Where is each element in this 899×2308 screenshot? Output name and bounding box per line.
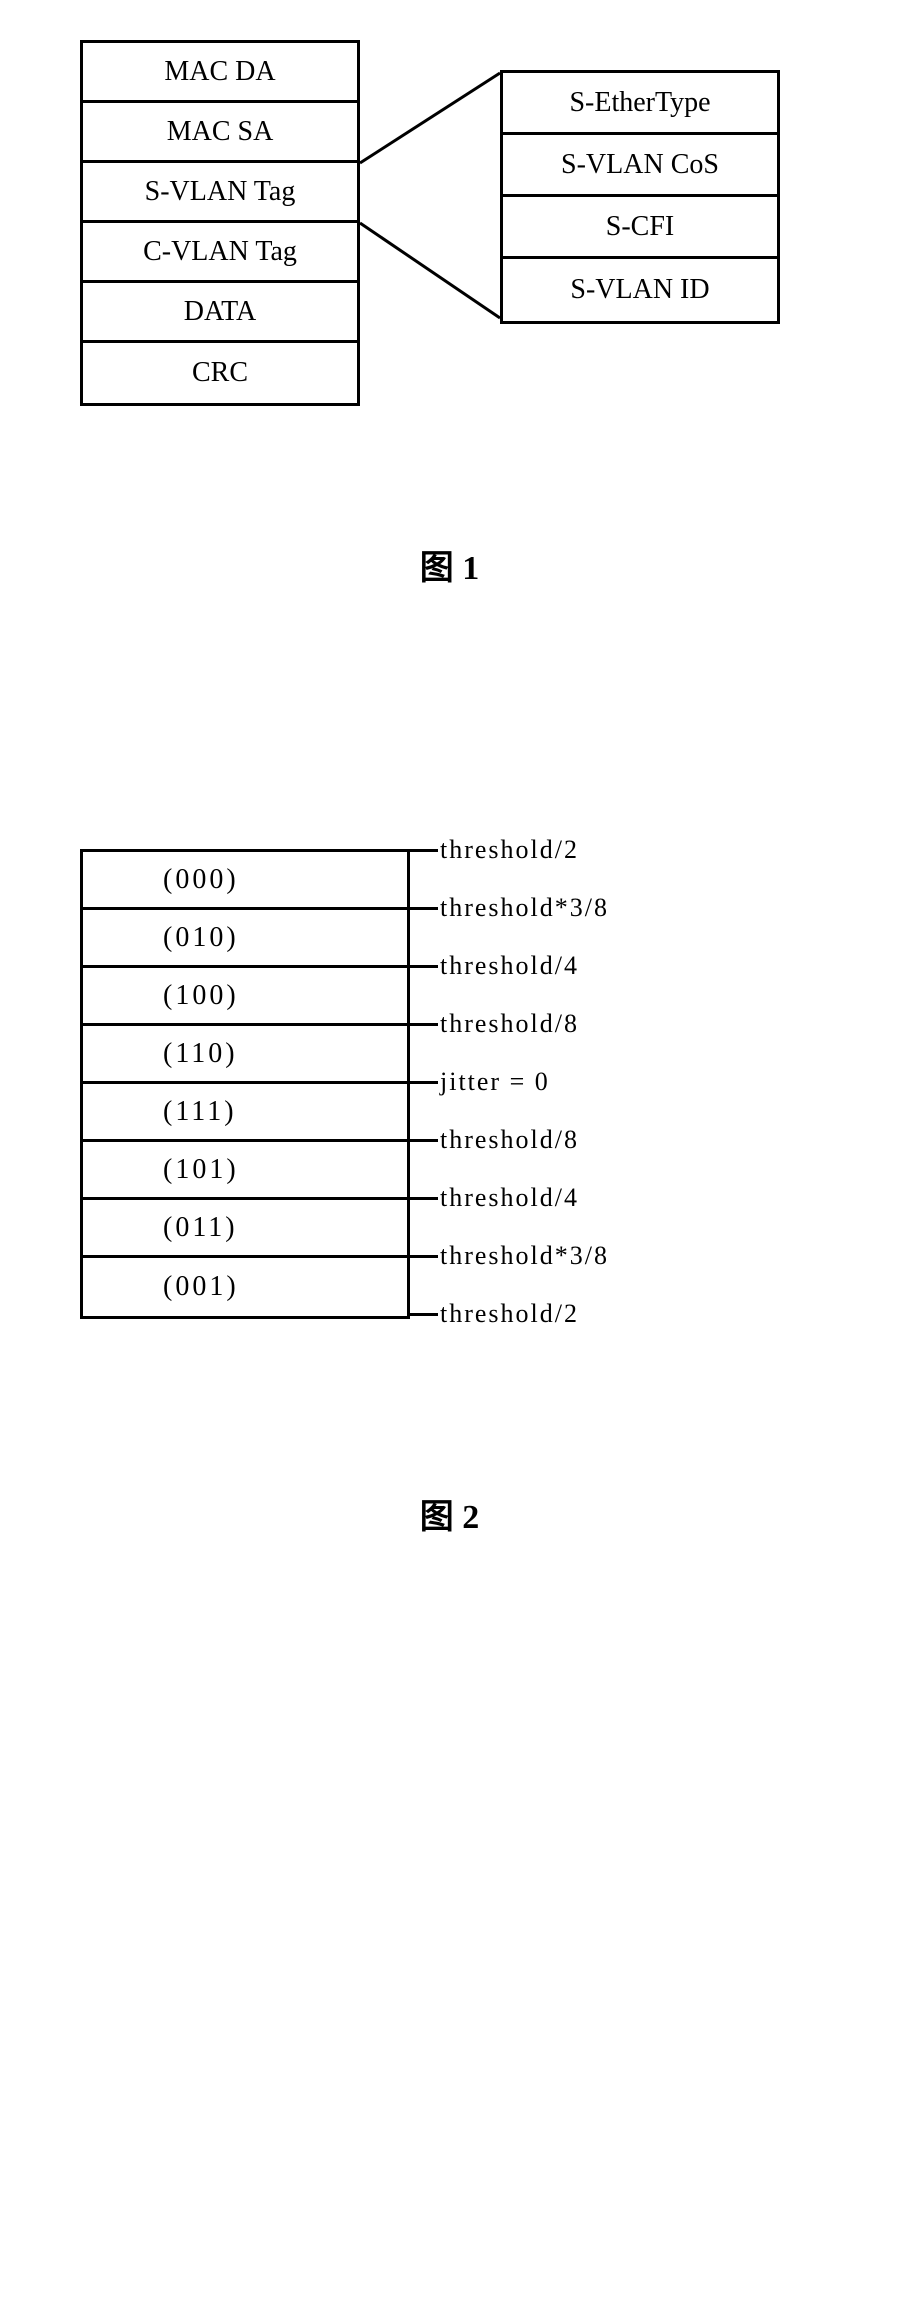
frame-field: CRC [83, 343, 357, 403]
figure-2-caption: 图 2 [60, 1489, 839, 1538]
threshold-tick [410, 1313, 438, 1316]
frame-field: DATA [83, 283, 357, 343]
figure-1: MAC DA MAC SA S-VLAN Tag C-VLAN Tag DATA… [80, 40, 860, 460]
svlan-subfield: S-VLAN ID [503, 259, 777, 321]
frame-field: MAC SA [83, 103, 357, 163]
threshold-label: threshold/4 [440, 1183, 579, 1213]
threshold-tick [410, 1139, 438, 1142]
threshold-label: threshold/8 [440, 1009, 579, 1039]
threshold-tick [410, 1197, 438, 1200]
svlan-subfields-stack: S-EtherType S-VLAN CoS S-CFI S-VLAN ID [500, 70, 780, 324]
frame-fields-stack: MAC DA MAC SA S-VLAN Tag C-VLAN Tag DATA… [80, 40, 360, 406]
jitter-row: (101) [83, 1142, 407, 1200]
jitter-codes-table: (000) (010) (100) (110) (111) (101) (011… [80, 849, 410, 1319]
svlan-subfield: S-EtherType [503, 73, 777, 135]
threshold-tick [410, 1023, 438, 1026]
jitter-row: (000) [83, 852, 407, 910]
svlan-subfield: S-CFI [503, 197, 777, 259]
svlan-subfield: S-VLAN CoS [503, 135, 777, 197]
page: MAC DA MAC SA S-VLAN Tag C-VLAN Tag DATA… [0, 0, 899, 1598]
figure-2: (000) (010) (100) (110) (111) (101) (011… [80, 849, 860, 1369]
threshold-label: threshold/8 [440, 1125, 579, 1155]
threshold-label: threshold/2 [440, 1299, 579, 1329]
jitter-row: (001) [83, 1258, 407, 1316]
threshold-label: threshold/4 [440, 951, 579, 981]
jitter-row: (110) [83, 1026, 407, 1084]
jitter-row: (111) [83, 1084, 407, 1142]
threshold-label: jitter = 0 [440, 1067, 550, 1097]
frame-field: C-VLAN Tag [83, 223, 357, 283]
threshold-tick [410, 965, 438, 968]
threshold-tick [410, 907, 438, 910]
threshold-tick [410, 849, 438, 852]
jitter-row: (011) [83, 1200, 407, 1258]
threshold-label: threshold*3/8 [440, 1241, 609, 1271]
expansion-connector [360, 40, 500, 340]
frame-field: MAC DA [83, 43, 357, 103]
threshold-tick [410, 1081, 438, 1084]
threshold-label: threshold*3/8 [440, 893, 609, 923]
jitter-row: (100) [83, 968, 407, 1026]
frame-field: S-VLAN Tag [83, 163, 357, 223]
figure-1-caption: 图 1 [60, 540, 839, 589]
threshold-label: threshold/2 [440, 835, 579, 865]
jitter-row: (010) [83, 910, 407, 968]
threshold-tick [410, 1255, 438, 1258]
